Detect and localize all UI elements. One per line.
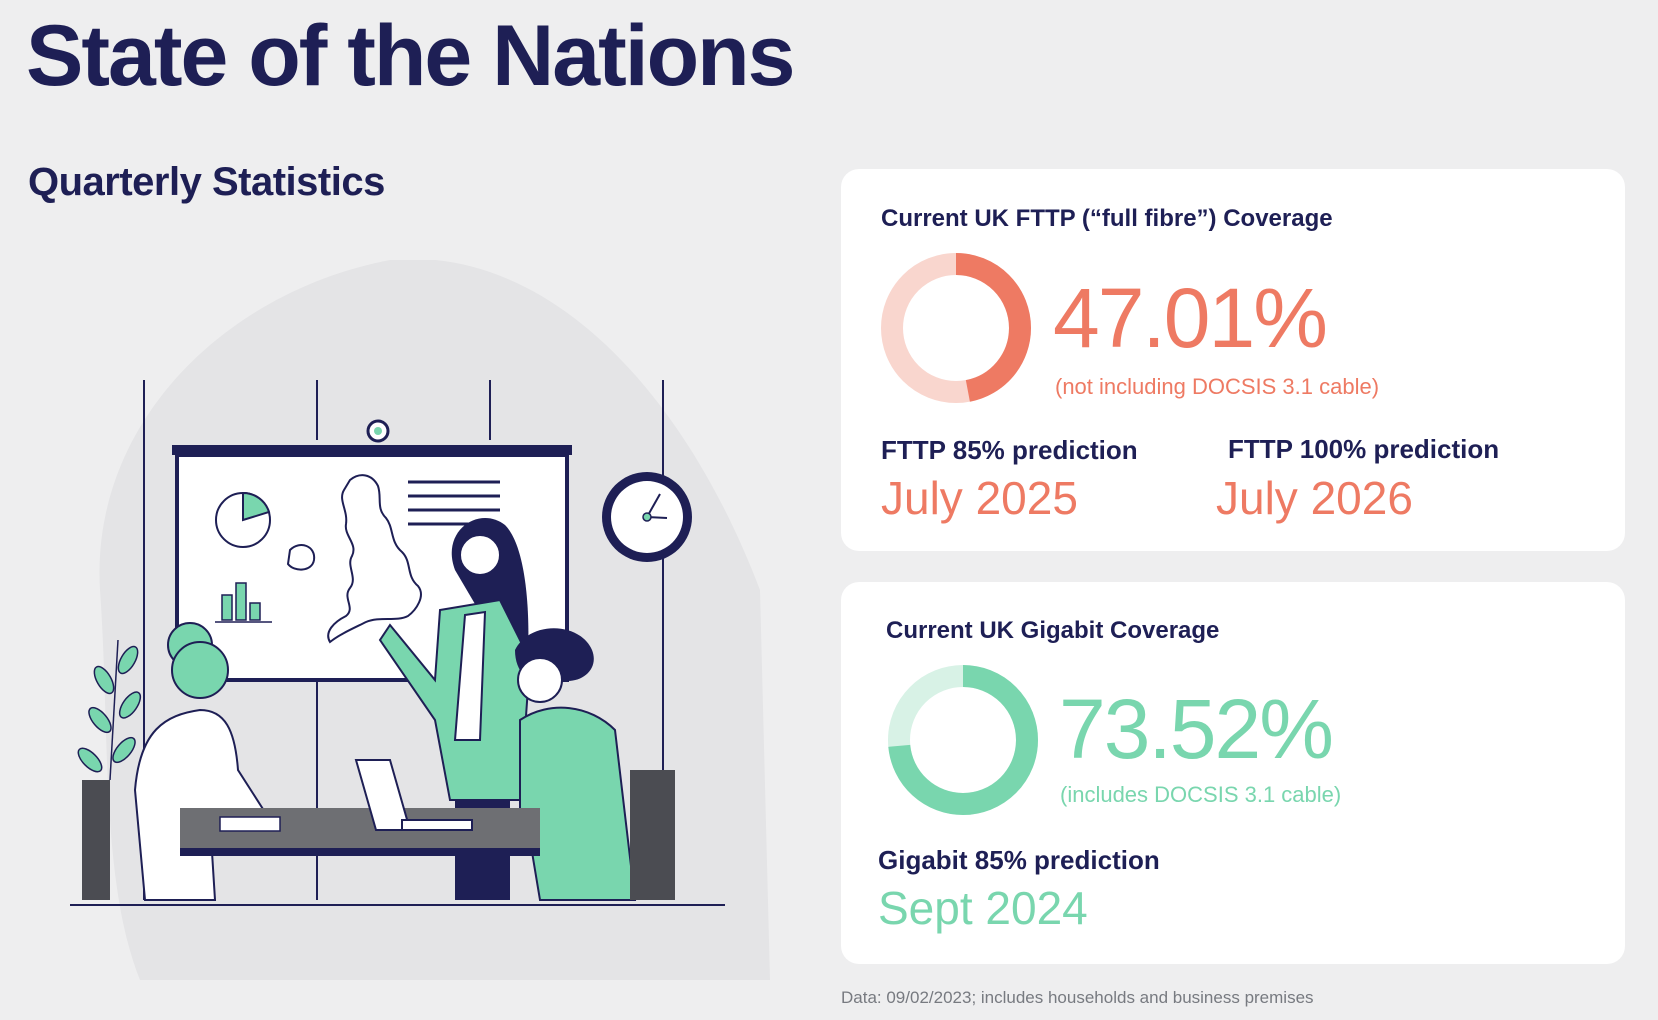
seated-person-left	[133, 622, 304, 901]
gigabit-donut-value-arc	[888, 665, 1038, 815]
fttp-85-prediction-label: FTTP 85% prediction	[881, 435, 1138, 465]
data-source-footnote: Data: 09/02/2023; includes households an…	[841, 988, 1314, 1007]
fttp-100-prediction-label: FTTP 100% prediction	[1228, 434, 1500, 464]
uk-map-icon	[327, 474, 422, 644]
fttp-note: (not including DOCSIS 3.1 cable)	[1055, 374, 1380, 399]
fttp-donut-chart	[881, 253, 1031, 403]
chairs	[82, 770, 675, 900]
gigabit-coverage-card: Current UK Gigabit Coverage 73.52% (incl…	[841, 582, 1625, 964]
plant-icon	[77, 639, 142, 781]
gigabit-heading: Current UK Gigabit Coverage	[886, 617, 1220, 644]
pie-chart-icon	[215, 491, 271, 548]
fttp-heading: Current UK FTTP (“full fibre”) Coverage	[881, 205, 1333, 232]
clock-icon	[602, 472, 692, 562]
desk	[180, 759, 540, 856]
gigabit-85-prediction-value: Sept 2024	[878, 882, 1088, 934]
fttp-85-prediction-value: July 2025	[881, 472, 1078, 524]
gigabit-percentage: 73.52%	[1059, 682, 1334, 776]
fttp-coverage-card: Current UK FTTP (“full fibre”) Coverage …	[841, 169, 1625, 551]
fttp-donut-value-arc	[881, 253, 1031, 403]
presenter-figure	[378, 517, 532, 900]
page-title: State of the Nations	[26, 8, 796, 104]
page-subtitle: Quarterly Statistics	[28, 160, 385, 204]
whiteboard	[172, 419, 572, 682]
fttp-percentage: 47.01%	[1053, 271, 1328, 365]
gigabit-note: (includes DOCSIS 3.1 cable)	[1060, 782, 1342, 807]
office-presentation-illustration	[70, 260, 770, 980]
fttp-100-prediction-value: July 2026	[1216, 472, 1413, 524]
gigabit-donut-chart	[888, 665, 1038, 815]
gigabit-85-prediction-label: Gigabit 85% prediction	[878, 845, 1160, 875]
bar-chart-icon	[215, 582, 272, 623]
